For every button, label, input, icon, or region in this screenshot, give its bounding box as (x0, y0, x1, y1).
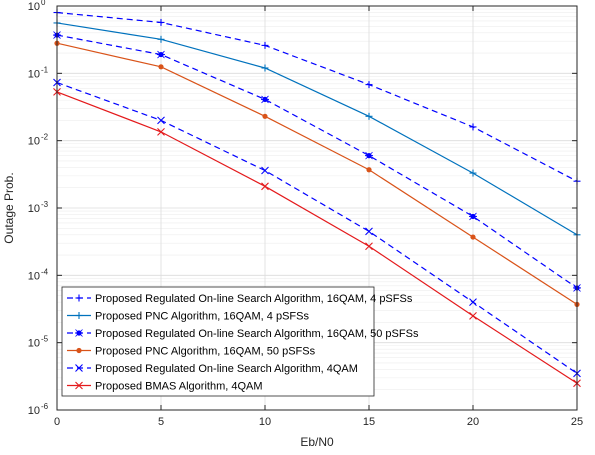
data-point (261, 64, 269, 72)
y-tick-base: 10 (28, 1, 40, 13)
data-point (157, 50, 165, 59)
data-point (261, 41, 269, 49)
data-point (261, 182, 269, 191)
data-point (261, 166, 269, 175)
y-tick-base: 10 (28, 68, 40, 80)
x-tick-label: 15 (363, 416, 375, 428)
data-point (157, 128, 165, 136)
y-tick-base: 10 (28, 270, 40, 282)
data-point (469, 212, 477, 221)
x-tick-label: 5 (158, 416, 164, 428)
x-tick-label: 25 (571, 416, 583, 428)
legend: Proposed Regulated On-line Search Algori… (61, 286, 419, 397)
data-point (365, 112, 373, 120)
x-tick-label: 10 (259, 416, 271, 428)
y-tick-base: 10 (28, 405, 40, 417)
y-tick-base: 10 (28, 338, 40, 350)
data-point (261, 95, 269, 104)
data-point (469, 123, 477, 131)
data-point (365, 81, 373, 89)
legend-label: Proposed PNC Algorithm, 16QAM, 50 pSFSs (95, 346, 316, 358)
data-point (470, 234, 476, 240)
series-5 (53, 78, 581, 378)
series-line (56, 22, 578, 236)
legend-entry: Proposed Regulated On-line Search Algori… (67, 328, 419, 340)
legend-label: Proposed BMAS Algorithm, 4QAM (95, 381, 263, 393)
legend-marker (75, 329, 83, 337)
legend-label: Proposed Regulated On-line Search Algori… (95, 293, 413, 305)
series-lines (53, 9, 581, 388)
legend-marker (76, 347, 82, 354)
legend-entry: Proposed Regulated On-line Search Algori… (67, 363, 358, 375)
x-tick-label: 0 (54, 416, 60, 428)
y-tick-label: 10 -5 (28, 335, 49, 350)
y-tick-label: 10 -3 (28, 200, 49, 215)
y-tick-label: 10 -2 (28, 133, 49, 148)
legend-label: Proposed PNC Algorithm, 16QAM, 4 pSFSs (95, 311, 309, 323)
legend-marker (75, 364, 83, 372)
series-3 (53, 31, 581, 292)
legend-label: Proposed Regulated On-line Search Algori… (95, 363, 358, 375)
y-axis-label: Outage Prob. (2, 172, 16, 243)
legend-marker (75, 312, 83, 319)
y-tick-label: 10 -4 (28, 267, 49, 282)
data-point (365, 242, 373, 251)
x-axis-label: Eb/N0 (300, 435, 334, 449)
data-point (365, 151, 373, 160)
y-tick-base: 10 (28, 203, 40, 215)
data-point (366, 167, 372, 173)
series-line (56, 11, 578, 182)
legend-marker (75, 294, 83, 302)
data-point (469, 311, 477, 320)
legend-entry: Proposed Regulated On-line Search Algori… (67, 293, 413, 305)
y-tick-exponent: 0 (41, 0, 46, 7)
y-tick-base: 10 (28, 136, 40, 148)
legend-entry: Proposed PNC Algorithm, 16QAM, 4 pSFSs (67, 311, 309, 323)
legend-marker (75, 381, 83, 390)
data-point (157, 18, 165, 26)
y-tick-exponent: -6 (41, 402, 49, 411)
data-point (469, 169, 477, 177)
legend-label: Proposed Regulated On-line Search Algori… (95, 328, 419, 340)
series-line (56, 91, 578, 384)
data-point (365, 227, 373, 236)
y-tick-exponent: -5 (41, 335, 49, 344)
y-tick-exponent: -3 (41, 200, 49, 209)
data-point (157, 35, 165, 43)
y-tick-label: 10 -1 (28, 65, 49, 80)
data-point (157, 116, 165, 125)
data-point (158, 64, 164, 70)
y-tick-exponent: -1 (41, 65, 49, 74)
y-tick-exponent: -2 (41, 133, 49, 142)
series-line (56, 81, 578, 374)
data-point (469, 298, 477, 307)
y-tick-label: 10 0 (28, 0, 46, 13)
legend-box (61, 286, 375, 397)
series-line (56, 42, 578, 305)
x-tick-label: 20 (467, 416, 479, 428)
legend-entry: Proposed PNC Algorithm, 16QAM, 50 pSFSs (67, 346, 316, 358)
y-tick-label: 10 -6 (28, 402, 49, 417)
y-tick-exponent: -4 (41, 267, 49, 276)
data-point (262, 113, 268, 119)
legend-entry: Proposed BMAS Algorithm, 4QAM (67, 381, 263, 393)
